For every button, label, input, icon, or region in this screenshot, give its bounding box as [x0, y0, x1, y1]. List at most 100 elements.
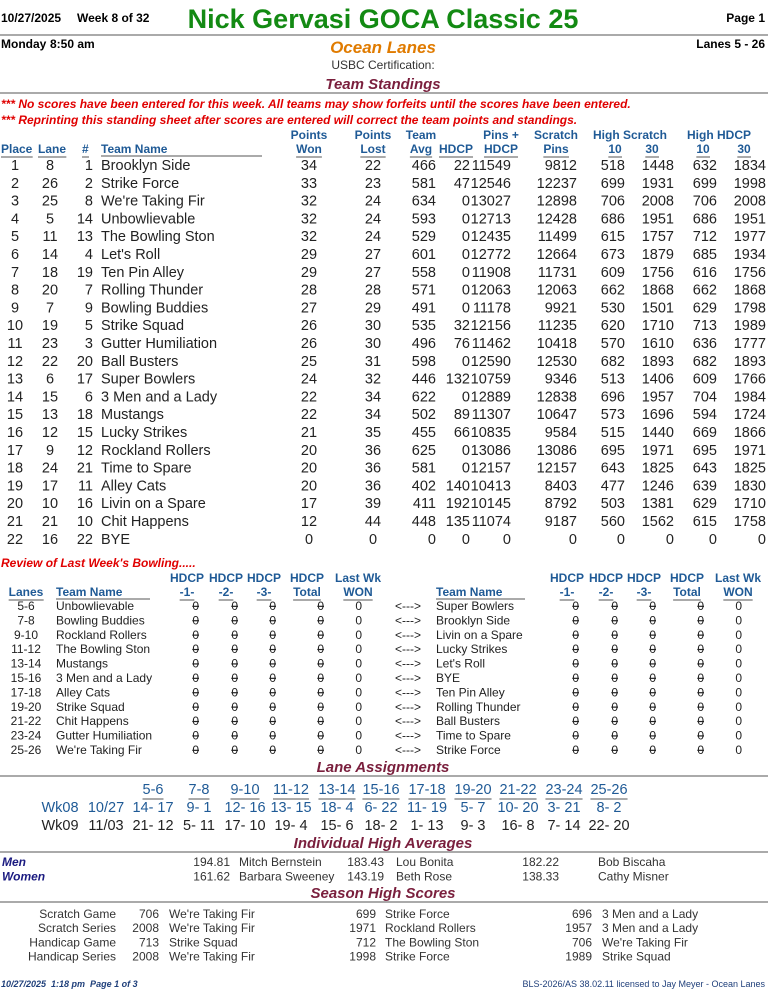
column-header: WON — [723, 585, 752, 599]
column-header: HDCP — [484, 142, 518, 156]
standings-cell: Rolling Thunder — [101, 283, 203, 299]
standings-cell: Livin on a Spare — [101, 496, 206, 512]
standings-cell: 22 — [365, 158, 381, 174]
standings-cell: Time to Spare — [101, 461, 192, 477]
standings-cell: 636 — [693, 336, 717, 352]
review-cell: 0 — [355, 657, 362, 671]
standings-cell: 9921 — [545, 300, 577, 316]
standings-cell: 24 — [365, 194, 381, 210]
matchup-arrow: <---> — [395, 671, 421, 685]
standings-cell: 23 — [365, 176, 381, 192]
review-cell: 0 — [572, 599, 579, 613]
review-cell: 0 — [697, 613, 704, 627]
standings-cell: 11 — [78, 478, 93, 494]
standings-cell: 13 — [42, 407, 58, 423]
column-header: HDCP — [247, 571, 281, 585]
standings-cell: 11 — [7, 336, 22, 352]
review-cell: Chit Happens — [56, 714, 129, 728]
column-header: -3- — [257, 585, 272, 599]
standings-cell: 13027 — [471, 194, 511, 210]
review-cell: Brooklyn Side — [436, 613, 510, 627]
column-header: -3- — [637, 585, 652, 599]
standings-cell: 35 — [365, 425, 381, 441]
lane-assignment: 9- 1 — [187, 800, 212, 816]
standings-cell: 7 — [11, 265, 19, 281]
standings-cell: 491 — [412, 300, 436, 316]
standings-cell: 1610 — [642, 336, 674, 352]
standings-cell: Strike Force — [101, 176, 179, 192]
standings-cell: Brooklyn Side — [101, 158, 190, 174]
lane-assignment: 1- 13 — [410, 818, 443, 834]
review-cell: 0 — [269, 743, 276, 757]
standings-cell: 30 — [365, 336, 381, 352]
team-name: Strike Force — [385, 907, 450, 921]
review-cell: 21-22 — [11, 714, 42, 728]
standings-cell: 27 — [301, 300, 317, 316]
standings-cell: 8403 — [545, 478, 577, 494]
matchup-arrow: <---> — [395, 700, 421, 714]
standings-cell: 11731 — [538, 265, 577, 281]
standings-cell: 16 — [42, 532, 58, 548]
standings-cell: 18 — [7, 461, 23, 477]
review-cell: 0 — [572, 613, 579, 627]
review-cell: 0 — [572, 743, 579, 757]
standings-cell: 1868 — [734, 283, 766, 299]
lane-pair: 11-12 — [273, 782, 309, 798]
standings-cell: 1381 — [642, 496, 674, 512]
standings-cell: 515 — [601, 425, 625, 441]
lane-pair: 5-6 — [143, 782, 164, 798]
matchup-arrow: <---> — [395, 613, 421, 627]
standings-cell: 26 — [301, 336, 317, 352]
column-header: -2- — [599, 585, 614, 599]
review-cell: 0 — [192, 743, 199, 757]
score: 706 — [139, 907, 159, 921]
review-cell: 0 — [611, 700, 618, 714]
standings-cell: 699 — [693, 176, 717, 192]
standings-cell: 21 — [42, 514, 58, 530]
standings-cell: 34 — [365, 389, 381, 405]
column-header: Points — [291, 128, 328, 142]
standings-cell: 140 — [446, 478, 470, 494]
review-cell: Livin on a Spare — [436, 628, 523, 642]
standings-cell: 0 — [462, 229, 470, 245]
standings-cell: 32 — [365, 372, 381, 388]
lane-pair: 7-8 — [189, 782, 210, 798]
section-title: Individual High Averages — [294, 835, 473, 852]
standings-cell: 0 — [462, 194, 470, 210]
standings-cell: 10413 — [471, 478, 511, 494]
standings-cell: 26 — [301, 318, 317, 334]
review-cell: Strike Force — [436, 743, 501, 757]
score: 1957 — [565, 921, 592, 935]
average: 194.81 — [193, 855, 230, 869]
standings-cell: 581 — [412, 176, 436, 192]
lane-pair: 25-26 — [590, 782, 627, 798]
standings-cell: 1830 — [734, 478, 766, 494]
standings-cell: 11235 — [538, 318, 577, 334]
column-header: HDCP — [627, 571, 661, 585]
column-header: # — [82, 142, 89, 156]
standings-cell: 32 — [301, 211, 317, 227]
standings-cell: 1246 — [642, 478, 674, 494]
standings-cell: 615 — [693, 514, 717, 530]
standings-cell: 22 — [7, 532, 23, 548]
lane-assignment: 11/03 — [88, 818, 123, 834]
standings-cell: 8792 — [545, 496, 577, 512]
standings-cell: 601 — [412, 247, 436, 263]
note: *** No scores have been entered for this… — [1, 97, 631, 111]
review-cell: We're Taking Fir — [56, 743, 142, 757]
standings-cell: 1756 — [734, 265, 766, 281]
standings-cell: 12838 — [537, 389, 577, 405]
matchup-arrow: <---> — [395, 628, 421, 642]
gender-label: Men — [2, 855, 26, 869]
certification: USBC Certification: — [331, 58, 434, 72]
review-cell: 0 — [355, 729, 362, 743]
score: 1989 — [565, 950, 592, 964]
review-cell: 13-14 — [11, 657, 42, 671]
standings-cell: 10 — [77, 514, 93, 530]
column-header: HDCP — [209, 571, 243, 585]
standings-cell: 24 — [42, 461, 58, 477]
standings-cell: 0 — [462, 211, 470, 227]
standings-cell: 12898 — [537, 194, 577, 210]
review-cell: 23-24 — [11, 729, 42, 743]
